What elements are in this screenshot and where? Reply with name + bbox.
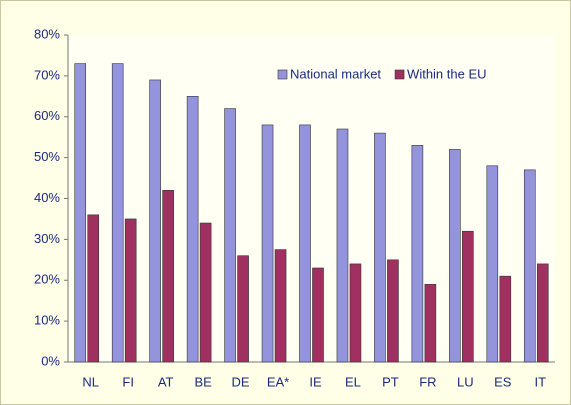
y-tick-label: 50% bbox=[34, 149, 60, 164]
bar bbox=[237, 255, 249, 363]
y-tick-label: 10% bbox=[34, 313, 60, 328]
bar bbox=[124, 218, 137, 363]
bar bbox=[261, 124, 274, 363]
x-tick-label: LU bbox=[457, 374, 474, 389]
x-tick-label: DE bbox=[232, 374, 250, 389]
y-tick-label: 20% bbox=[34, 272, 60, 287]
bar bbox=[387, 259, 399, 363]
bar bbox=[349, 263, 362, 363]
bar bbox=[336, 128, 349, 363]
bar bbox=[74, 63, 87, 363]
x-tick-label: BE bbox=[194, 374, 212, 389]
x-tick-label: ES bbox=[494, 374, 512, 389]
bar bbox=[523, 169, 536, 363]
y-tick-label: 40% bbox=[34, 190, 60, 205]
bar bbox=[374, 132, 386, 363]
bar bbox=[186, 96, 199, 363]
bar bbox=[162, 190, 174, 363]
bar bbox=[299, 124, 311, 363]
bar bbox=[424, 284, 437, 363]
x-tick-label: IT bbox=[534, 374, 546, 389]
y-tick-label: 70% bbox=[34, 67, 60, 82]
x-tick-label: FR bbox=[419, 374, 436, 389]
bar bbox=[199, 222, 212, 363]
x-tick-label: PT bbox=[382, 374, 399, 389]
y-tick-label: 30% bbox=[34, 231, 60, 246]
bar bbox=[411, 145, 424, 363]
bar bbox=[274, 249, 287, 363]
bar bbox=[536, 263, 549, 363]
bar bbox=[462, 230, 474, 363]
bar bbox=[486, 165, 499, 363]
y-tick-label: 0% bbox=[41, 353, 60, 368]
x-tick-label: EL bbox=[345, 374, 361, 389]
bar bbox=[312, 267, 324, 363]
bar bbox=[449, 149, 461, 363]
legend-swatch bbox=[394, 69, 405, 80]
x-tick-label: FI bbox=[122, 374, 134, 389]
bar bbox=[499, 275, 512, 363]
bar bbox=[87, 214, 100, 363]
x-tick-label: IE bbox=[309, 374, 322, 389]
plot-area bbox=[68, 35, 555, 362]
y-tick-label: 60% bbox=[34, 108, 60, 123]
legend-label: National market bbox=[290, 66, 381, 81]
legend-swatch bbox=[277, 69, 288, 80]
x-tick-label: NL bbox=[82, 374, 99, 389]
legend-label: Within the EU bbox=[407, 66, 486, 81]
y-tick-label: 80% bbox=[34, 26, 60, 41]
bar bbox=[224, 108, 236, 363]
bar bbox=[149, 79, 161, 363]
x-tick-label: AT bbox=[158, 374, 174, 389]
bar bbox=[111, 63, 124, 363]
x-tick-label: EA* bbox=[267, 374, 289, 389]
